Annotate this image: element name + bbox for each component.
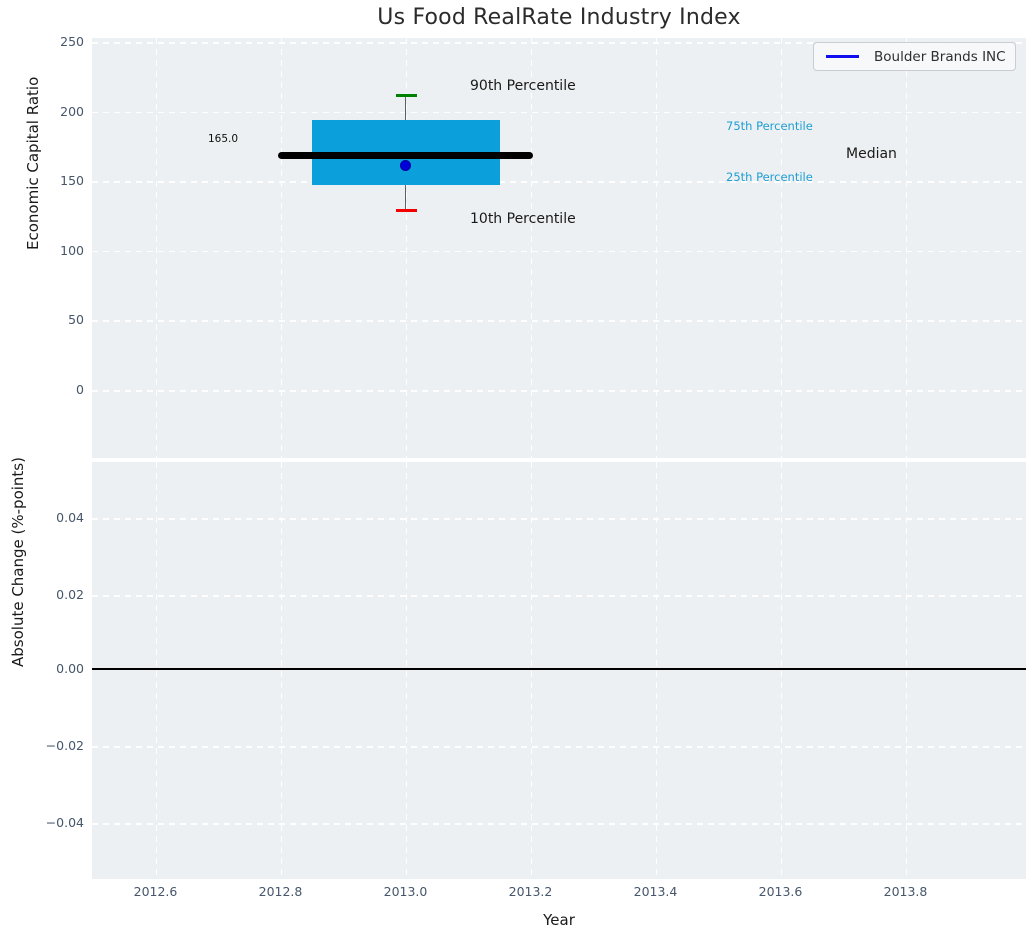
gridline [92,595,1026,597]
xtick-label: 2013.0 [383,884,428,899]
xtick-label: 2013.6 [758,884,803,899]
xtick-label: 2012.8 [258,884,303,899]
xtick-label: 2013.4 [633,884,678,899]
gridline [92,746,1026,748]
gridline [905,38,907,458]
p25-annotation: 25th Percentile [726,170,813,184]
gridline [780,38,782,458]
p75-annotation: 75th Percentile [726,119,813,133]
gridline [92,518,1026,520]
bottom-subplot [92,462,1026,879]
gridline [405,462,407,879]
x-axis-title: Year [543,911,575,929]
gridline [280,38,282,458]
ytick-label: 50 [68,312,84,327]
ytick-label: 0.02 [56,587,84,602]
gridline [92,42,1026,44]
ytick-label: −0.04 [45,815,84,830]
ytick-label: −0.02 [45,738,84,753]
gridline [905,462,907,879]
gridline [280,462,282,879]
p10-annotation: 10th Percentile [470,211,576,227]
gridline [92,111,1026,113]
ytick-label: 200 [60,104,84,119]
gridline [530,38,532,458]
gridline [92,390,1026,392]
legend-label: Boulder Brands INC [874,48,1006,65]
legend: Boulder Brands INC [813,42,1016,71]
gridline [92,320,1026,322]
xtick-label: 2013.8 [883,884,928,899]
legend-line-sample [826,55,859,58]
median-annotation: Median [846,146,897,162]
chart-title: Us Food RealRate Industry Index [377,5,741,30]
zero-line [92,668,1026,670]
p10-cap [396,209,417,212]
top-subplot: 165.0 90th Percentile 10th Percentile 75… [92,38,1026,458]
gridline [92,181,1026,183]
median-value-label: 165.0 [208,133,239,145]
gridline [780,462,782,879]
ytick-label: 0.00 [56,661,84,676]
gridline [155,462,157,879]
company-marker [400,160,411,171]
p90-annotation: 90th Percentile [470,78,576,94]
gridline [530,462,532,879]
ytick-label: 0.04 [56,510,84,525]
gridline [655,462,657,879]
gridline [92,250,1026,252]
gridline [405,38,407,458]
ytick-label: 100 [60,243,84,258]
p90-cap [396,94,417,97]
gridline [655,38,657,458]
gridline [155,38,157,458]
ytick-label: 250 [60,34,84,49]
median-line [278,152,533,159]
ytick-label: 0 [76,382,84,397]
ytick-label: 150 [60,173,84,188]
gridline [92,823,1026,825]
xtick-label: 2012.6 [133,884,178,899]
xtick-label: 2013.2 [508,884,553,899]
